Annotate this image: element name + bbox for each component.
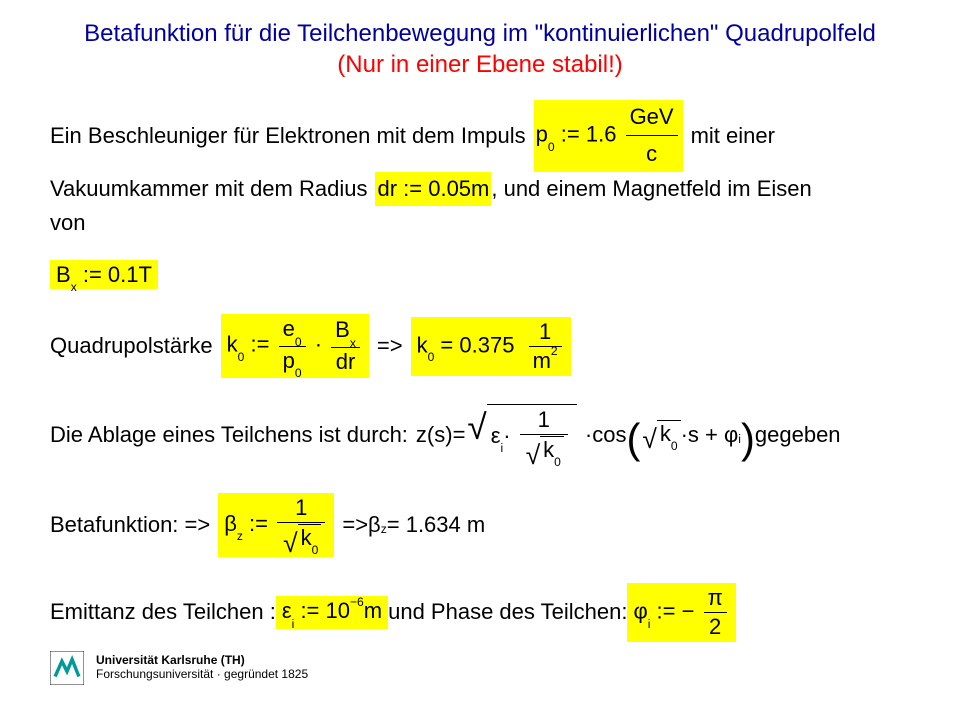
emittanz-line: Emittanz des Teilchen : εi := 10−6m und …: [50, 583, 910, 642]
title-line2: (Nur in einer Ebene stabil!): [0, 49, 960, 80]
bx-def: Bx := 0.1T: [50, 262, 910, 290]
footer-text: Universität Karlsruhe (TH) Forschungsuni…: [96, 654, 308, 682]
intro-line2: Vakuumkammer mit dem Radius dr := 0.05m …: [50, 172, 910, 206]
betafn-line: Betafunktion: => βz := 1 √k0 => βz = 1.6…: [50, 493, 910, 557]
eps-def: εi := 10−6m: [276, 596, 388, 628]
phi-def: φi := − π 2: [627, 583, 735, 642]
footer-uni: Universität Karlsruhe (TH): [96, 654, 308, 668]
k0-def: k0 := e0 p0 · Bx dr: [221, 314, 369, 378]
footer-sub: Forschungsuniversität · gegründet 1825: [96, 668, 308, 682]
intro-line3: von: [50, 206, 910, 240]
dr-def: dr := 0.05m: [375, 172, 491, 206]
sqrt-eps-over-k: √ εi· 1 √k0: [467, 404, 576, 467]
p0-def: p0 := 1.6 GeV c: [534, 100, 683, 171]
title-line1: Betafunktion für die Teilchenbewegung im…: [0, 18, 960, 49]
beta-def: βz := 1 √k0: [218, 493, 334, 557]
intro-part1: Ein Beschleuniger für Elektronen mit dem…: [50, 119, 526, 153]
k0-result: k0 = 0.375 1 m2: [411, 317, 571, 376]
intro-line1: Ein Beschleuniger für Elektronen mit dem…: [50, 100, 910, 171]
sqrt-k0: √k0: [642, 420, 680, 451]
mit-einer: mit einer: [691, 119, 775, 153]
ablage-line: Die Ablage eines Teilchens ist durch: z(…: [50, 404, 910, 467]
uni-logo-icon: [50, 651, 84, 685]
footer: Universität Karlsruhe (TH) Forschungsuni…: [50, 651, 308, 685]
title-block: Betafunktion für die Teilchenbewegung im…: [0, 0, 960, 80]
quad-strength: Quadrupolstärke k0 := e0 p0 · Bx dr => k…: [50, 314, 910, 378]
content: Ein Beschleuniger für Elektronen mit dem…: [0, 80, 960, 642]
